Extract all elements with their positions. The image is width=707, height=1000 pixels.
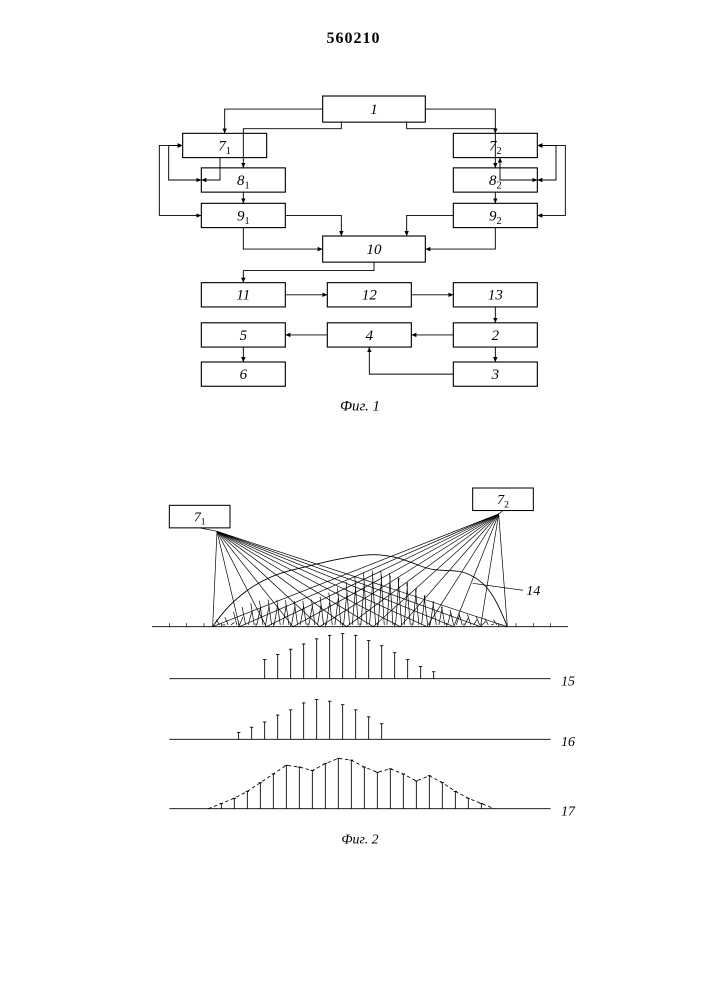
ray xyxy=(213,531,217,626)
block-label-n5: 5 xyxy=(240,328,248,344)
ray xyxy=(217,531,266,626)
block-label-n7_2: 72 xyxy=(489,139,502,158)
signal-label-16: 16 xyxy=(561,734,575,749)
sensor-label-7-2: 72 xyxy=(497,492,509,510)
edge-n1-n8_2 xyxy=(407,122,496,168)
block-label-n7_1: 71 xyxy=(218,139,231,158)
edge-n8_1-n7_1 xyxy=(169,145,202,180)
edge-n9_2-n10 xyxy=(407,215,454,236)
ray xyxy=(481,514,499,627)
signal-label-17: 17 xyxy=(561,803,576,818)
block-label-n1: 1 xyxy=(370,102,377,118)
block-label-n11: 11 xyxy=(236,288,250,304)
block-label-n10: 10 xyxy=(367,242,382,258)
block-label-n13: 13 xyxy=(488,288,503,304)
signal-label-15: 15 xyxy=(561,673,575,688)
edge-n9_1-n10 xyxy=(285,215,341,236)
block-label-n4: 4 xyxy=(366,328,374,344)
fig2-illustration: 14 71 72 15 16 17 Фиг. 2 xyxy=(100,460,620,880)
edge-n7_1-n8_1 xyxy=(201,158,220,180)
fig1-caption: Фиг. 1 xyxy=(340,399,380,415)
edge-n10-n11 xyxy=(243,262,374,283)
ray xyxy=(400,514,498,627)
edge-n1-n8_1 xyxy=(243,122,341,168)
edge-n7_2-n8_2 xyxy=(500,158,537,180)
block-label-n8_1: 81 xyxy=(237,173,250,192)
sensor-label-7-1: 71 xyxy=(194,510,206,528)
edge-n9_1-n7_1 xyxy=(159,145,201,215)
block-label-n9_2: 92 xyxy=(489,209,502,228)
ray xyxy=(217,531,320,626)
edge-n8_2-n7_2 xyxy=(537,145,556,180)
ray xyxy=(373,514,498,627)
edge-n9_2-n7_2 xyxy=(537,145,565,215)
block-label-n12: 12 xyxy=(362,288,377,304)
block-label-n9_1: 91 xyxy=(237,209,250,228)
edge-n3-n4 xyxy=(369,347,453,374)
edge-n1-n7_2 xyxy=(425,109,495,133)
ray xyxy=(266,514,498,627)
fig1-block-diagram: 17172818291921011121354263 Фиг. 1 xyxy=(80,70,640,430)
block-label-n6: 6 xyxy=(240,367,248,383)
fig2-caption: Фиг. 2 xyxy=(341,831,378,846)
edge-n1-n7_1 xyxy=(225,109,323,133)
edge-n9_2-n10 xyxy=(425,228,495,249)
material-pile xyxy=(213,555,508,627)
edge-n9_1-n10 xyxy=(243,228,322,249)
block-label-n3: 3 xyxy=(491,367,499,383)
label-14: 14 xyxy=(526,583,540,598)
block-label-n2: 2 xyxy=(492,328,500,344)
page-number: 560210 xyxy=(0,30,707,48)
